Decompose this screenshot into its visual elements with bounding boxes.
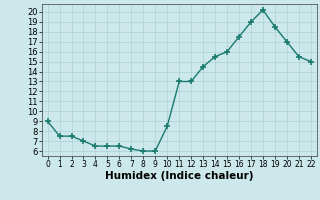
X-axis label: Humidex (Indice chaleur): Humidex (Indice chaleur) [105,171,253,181]
